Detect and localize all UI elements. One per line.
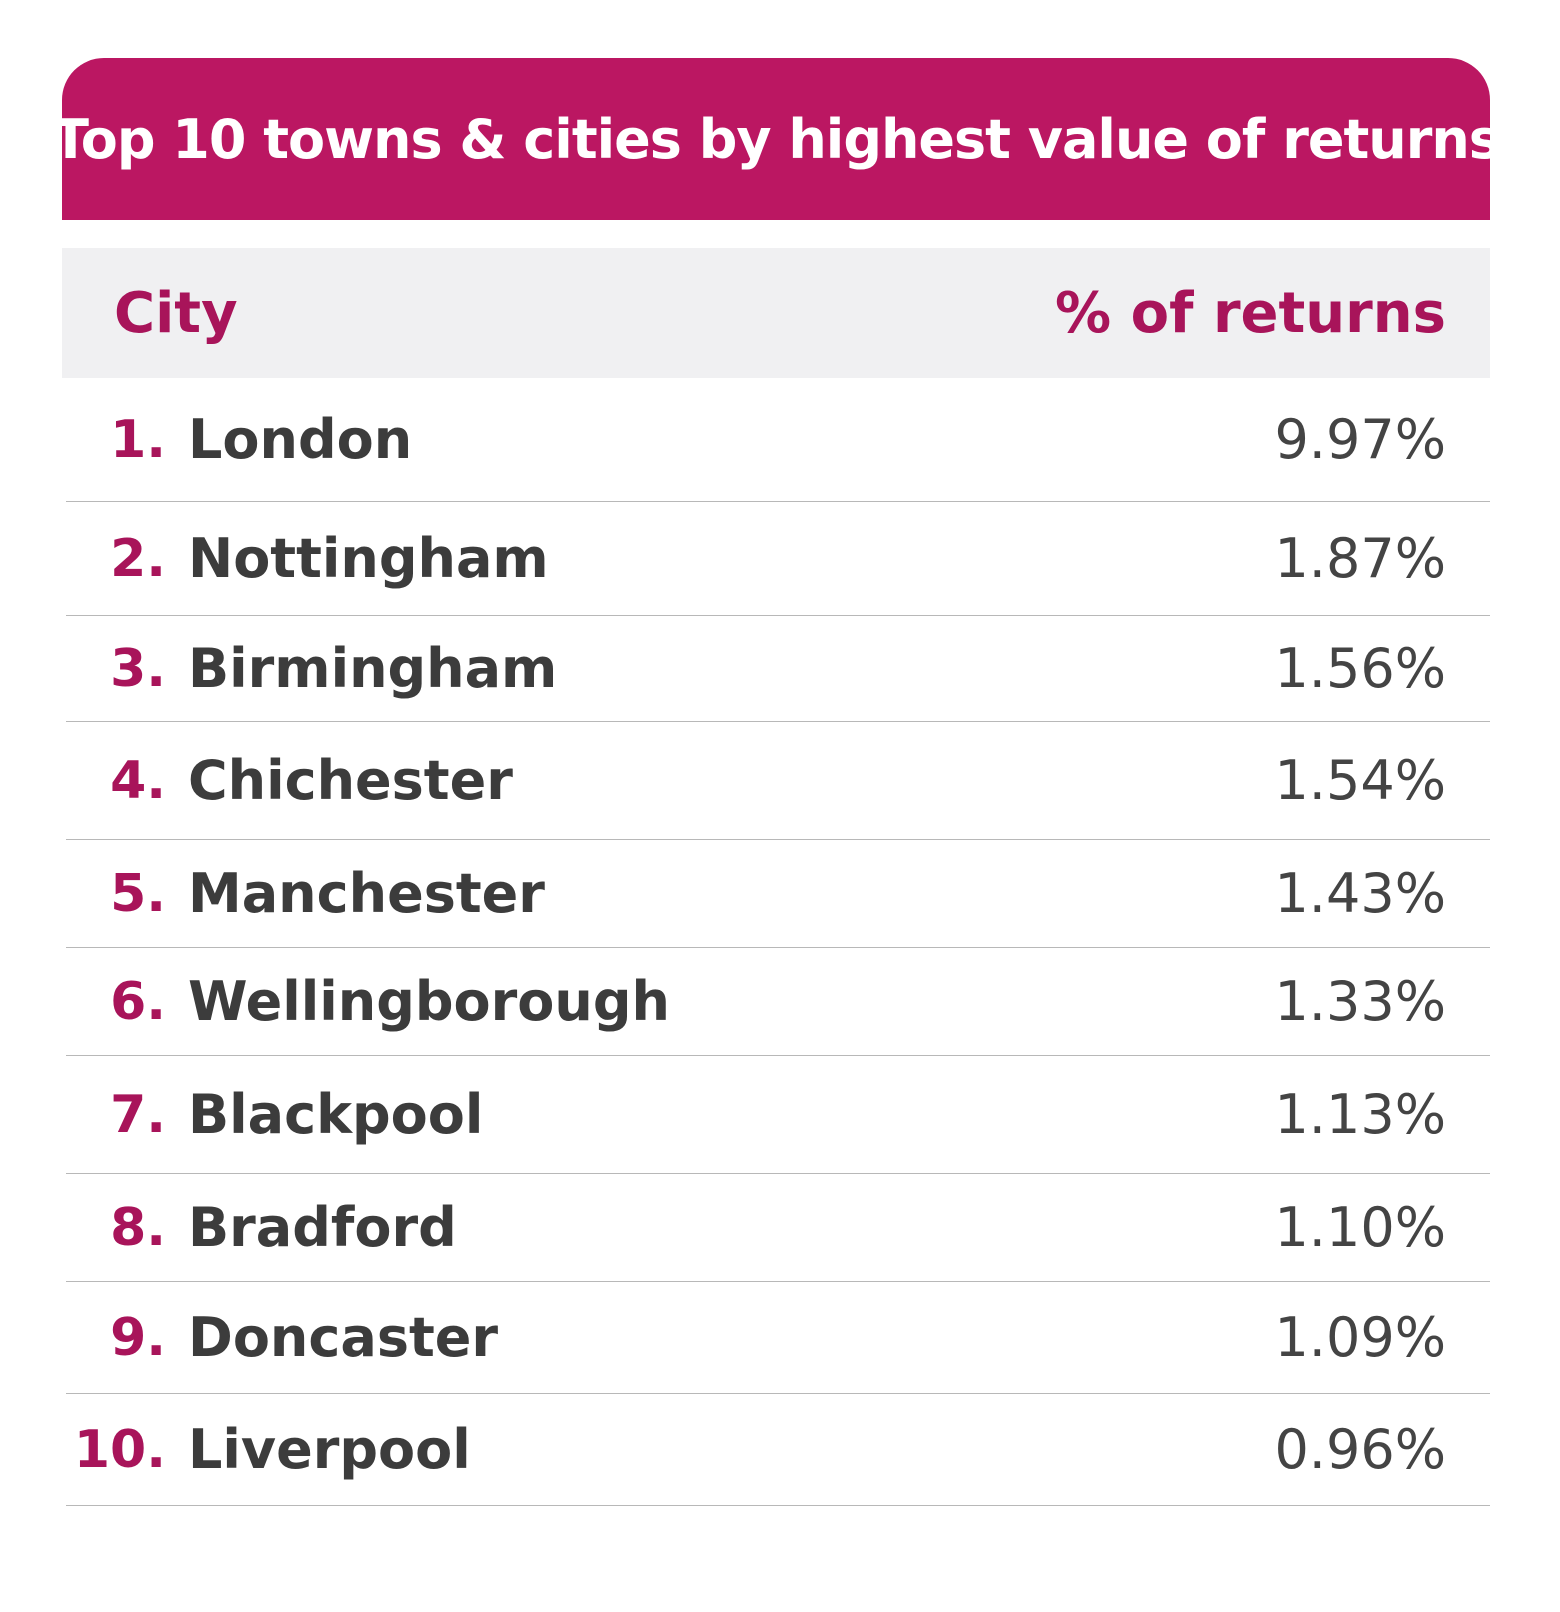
row-label: 4. Chichester <box>66 749 513 812</box>
table-row: 7. Blackpool 1.13% <box>66 1056 1490 1174</box>
row-rank: 7. <box>110 1084 166 1145</box>
row-label: 9. Doncaster <box>66 1306 498 1369</box>
row-city: Blackpool <box>188 1083 484 1146</box>
row-label: 7. Blackpool <box>66 1083 483 1146</box>
row-rank: 5. <box>110 863 166 924</box>
row-city: Nottingham <box>188 527 549 590</box>
row-city: Birmingham <box>188 637 558 700</box>
row-percent-value: 0.96% <box>1274 1418 1446 1481</box>
row-city: Bradford <box>188 1196 457 1259</box>
row-percent-value: 9.97% <box>1274 408 1446 471</box>
row-city: Doncaster <box>188 1306 499 1369</box>
row-city: Manchester <box>188 862 545 925</box>
column-header-city: City <box>114 280 238 346</box>
row-percent-value: 1.56% <box>1274 637 1446 700</box>
row-rank: 2. <box>110 528 166 589</box>
row-label: 10. Liverpool <box>66 1418 471 1481</box>
row-percent-value: 1.13% <box>1274 1083 1446 1146</box>
row-percent-value: 1.10% <box>1274 1196 1446 1259</box>
table-row: 9. Doncaster 1.09% <box>66 1282 1490 1394</box>
row-rank: 4. <box>110 750 166 811</box>
table-row: 8. Bradford 1.10% <box>66 1174 1490 1282</box>
row-label: 5. Manchester <box>66 862 545 925</box>
row-label: 1. London <box>66 408 412 471</box>
row-label: 8. Bradford <box>66 1196 457 1259</box>
table-body: 1. London 9.97% 2. Nottingham 1.87% 3. Birmingh… <box>62 378 1490 1506</box>
row-label: 6. Wellingborough <box>66 970 670 1033</box>
row-rank: 10. <box>73 1419 166 1480</box>
table-row: 3. Birmingham 1.56% <box>66 616 1490 722</box>
row-city: Chichester <box>188 749 513 812</box>
table-row: 10. Liverpool 0.96% <box>66 1394 1490 1506</box>
row-label: 3. Birmingham <box>66 637 557 700</box>
table-row: 2. Nottingham 1.87% <box>66 502 1490 616</box>
row-percent-value: 1.54% <box>1274 749 1446 812</box>
row-city: London <box>188 408 413 471</box>
row-rank: 3. <box>110 638 166 699</box>
row-label: 2. Nottingham <box>66 527 549 590</box>
row-percent-value: 1.33% <box>1274 970 1446 1033</box>
row-percent-value: 1.87% <box>1274 527 1446 590</box>
table-row: 5. Manchester 1.43% <box>66 840 1490 948</box>
row-rank: 1. <box>110 409 166 470</box>
returns-table-card: Top 10 towns & cities by highest value o… <box>52 58 1501 1506</box>
row-rank: 6. <box>110 971 166 1032</box>
table-row: 1. London 9.97% <box>66 378 1490 502</box>
table-title: Top 10 towns & cities by highest value o… <box>52 58 1501 220</box>
table-row: 4. Chichester 1.54% <box>66 722 1490 840</box>
table-row: 6. Wellingborough 1.33% <box>66 948 1490 1056</box>
table-header-row: City % of returns <box>62 248 1490 378</box>
row-rank: 8. <box>110 1197 166 1258</box>
row-city: Liverpool <box>188 1418 471 1481</box>
row-percent-value: 1.43% <box>1274 862 1446 925</box>
row-rank: 9. <box>110 1307 166 1368</box>
row-percent-value: 1.09% <box>1274 1306 1446 1369</box>
row-city: Wellingborough <box>188 970 670 1033</box>
column-header-percent: % of returns <box>1055 280 1446 346</box>
